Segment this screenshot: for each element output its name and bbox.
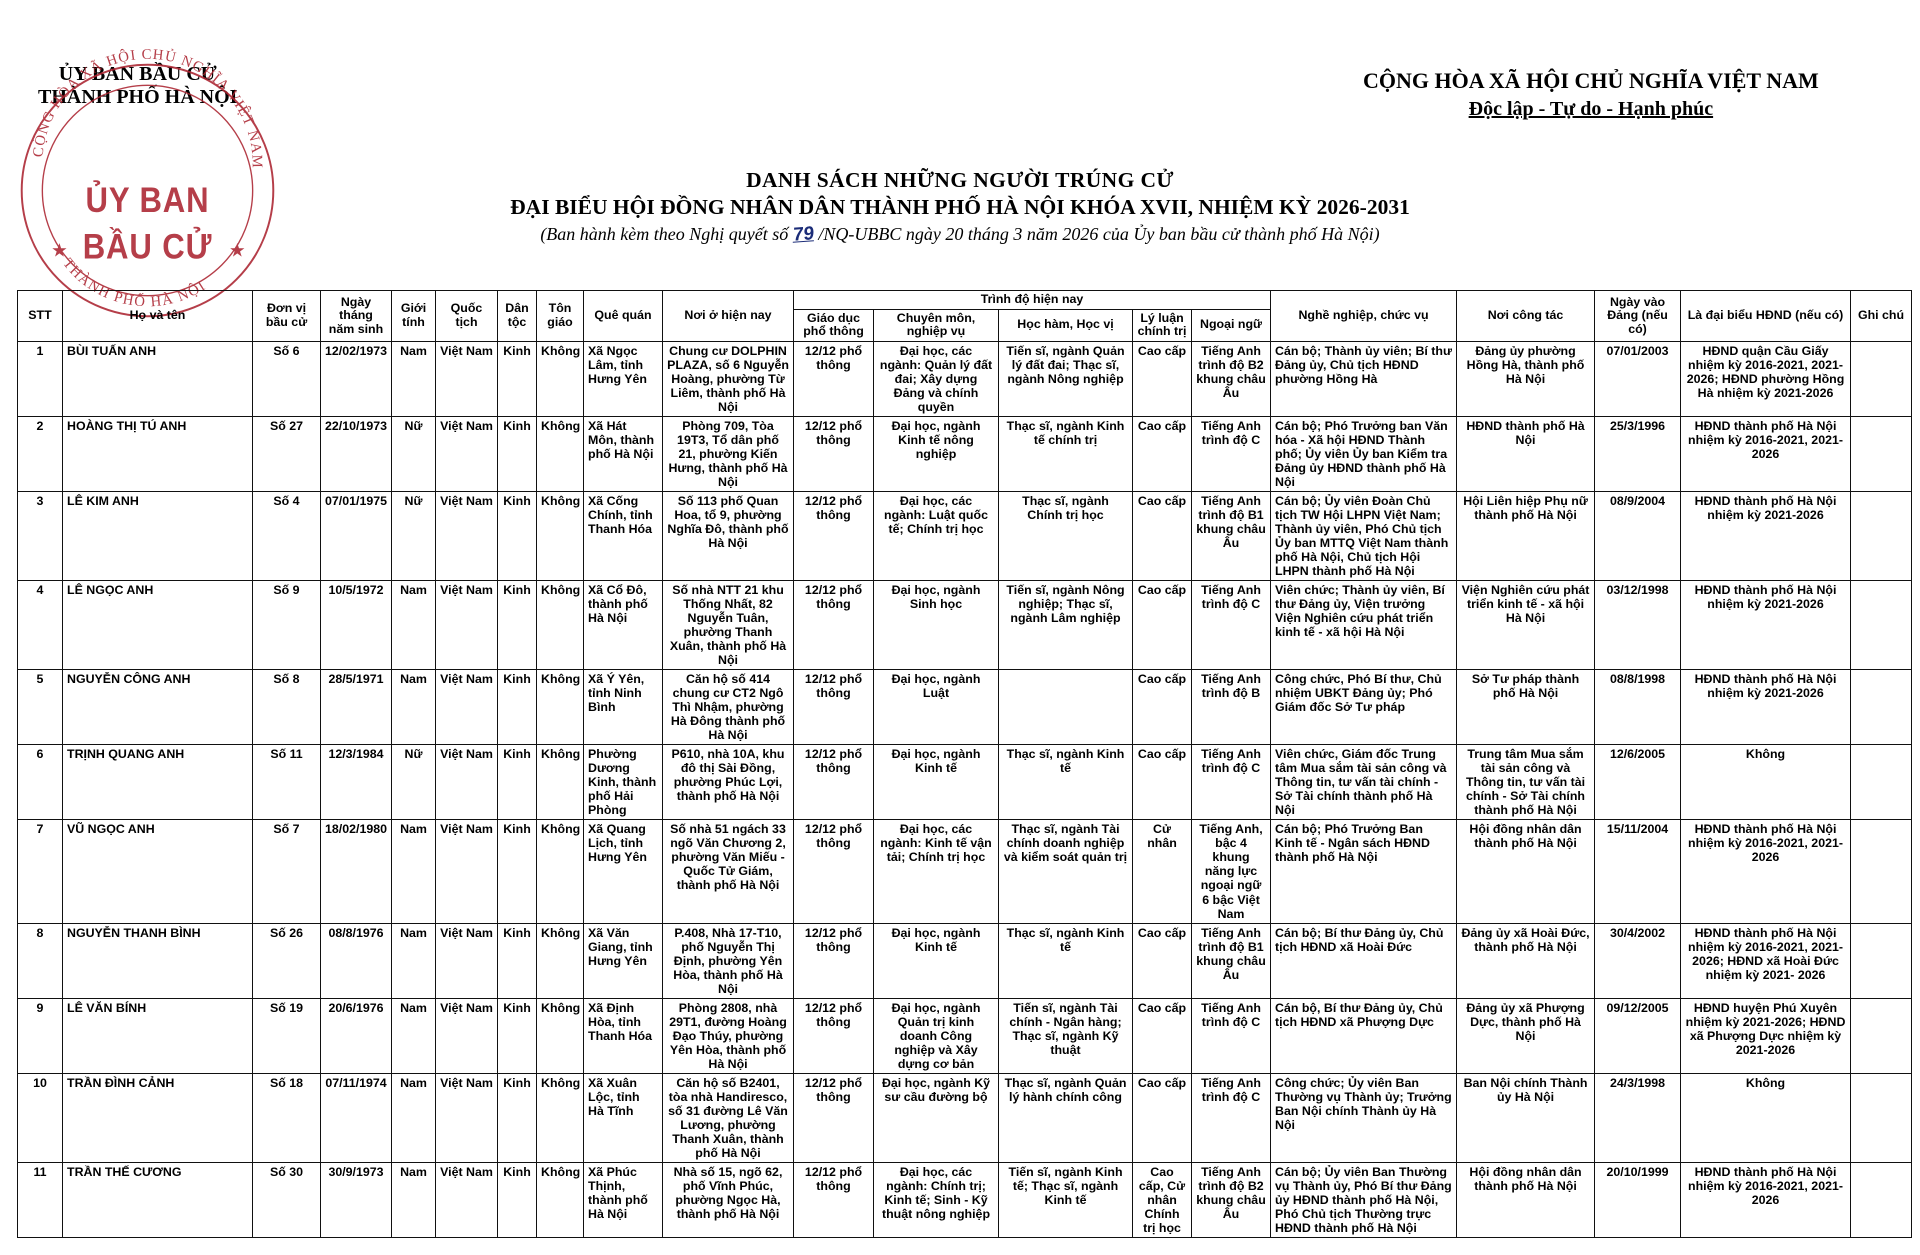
svg-text:★: ★ <box>229 239 246 260</box>
svg-text:ỦY BAN: ỦY BAN <box>86 180 210 220</box>
svg-text:★: ★ <box>51 239 68 260</box>
svg-text:CỘNG HÒA XÃ HỘI CHỦ NGHĨA VIỆT: CỘNG HÒA XÃ HỘI CHỦ NGHĨA VIỆT NAM <box>30 48 264 169</box>
svg-text:BẦU CỬ: BẦU CỬ <box>83 226 213 266</box>
